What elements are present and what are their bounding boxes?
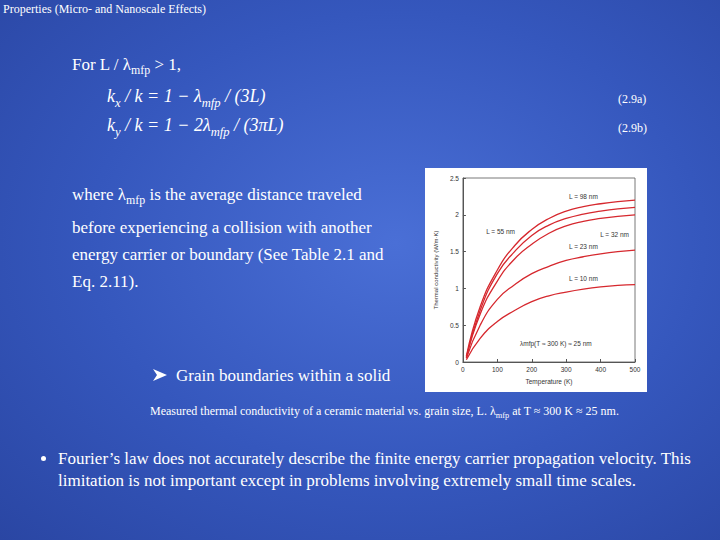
html-text:Grain boundaries within a soli: Grain boundaries within a solid — [176, 366, 391, 385]
svg-text:Thermal conductivity (W/m·K): Thermal conductivity (W/m·K) — [433, 230, 439, 309]
svg-text:L = 55 nm: L = 55 nm — [486, 228, 515, 235]
svg-text:500: 500 — [630, 366, 641, 373]
html-text:(2.9a): (2.9a) — [618, 92, 647, 106]
svg-text:Temperature (K): Temperature (K) — [525, 378, 572, 386]
svg-text:2: 2 — [455, 211, 459, 218]
svg-text:0.5: 0.5 — [450, 322, 459, 329]
svg-text:100: 100 — [492, 366, 503, 373]
svg-text:0: 0 — [461, 366, 465, 373]
svg-text:400: 400 — [595, 366, 606, 373]
html-text:Fourier’s law does not accurat: Fourier’s law does not accurately descri… — [58, 449, 691, 490]
html-text:where λmfpis the average dista: where λmfpis the average distance travel… — [72, 185, 384, 292]
html-text:(2.9b): (2.9b) — [618, 121, 647, 135]
svg-text:L = 10 nm: L = 10 nm — [569, 275, 598, 282]
svg-text:0: 0 — [455, 359, 459, 366]
svg-text:1: 1 — [455, 285, 459, 292]
html-text:kx/ k = 1 − λmfp/ (3L): kx/ k = 1 − λmfp/ (3L) — [107, 86, 266, 110]
svg-text:300: 300 — [561, 366, 572, 373]
html-text:For L / λmfp> 1,: For L / λmfp> 1, — [72, 55, 182, 78]
svg-text:200: 200 — [526, 366, 537, 373]
html-text:Measured thermal conductivity: Measured thermal conductivity of a ceram… — [150, 404, 619, 421]
svg-text:1.5: 1.5 — [450, 248, 459, 255]
svg-text:L = 32 nm: L = 32 nm — [600, 231, 629, 238]
svg-text:L = 23 nm: L = 23 nm — [569, 243, 598, 250]
svg-text:λmfp(T ≈ 300 K) ≈ 25 nm: λmfp(T ≈ 300 K) ≈ 25 nm — [520, 340, 592, 348]
svg-text:2.5: 2.5 — [450, 175, 459, 182]
html-text:Properties (Micro- and Nanosca: Properties (Micro- and Nanoscale Effects… — [3, 2, 206, 16]
html-text:ky/ k = 1 − 2λmfp/ (3πL): ky/ k = 1 − 2λmfp/ (3πL) — [107, 115, 284, 139]
svg-text:L = 98 nm: L = 98 nm — [569, 193, 598, 200]
